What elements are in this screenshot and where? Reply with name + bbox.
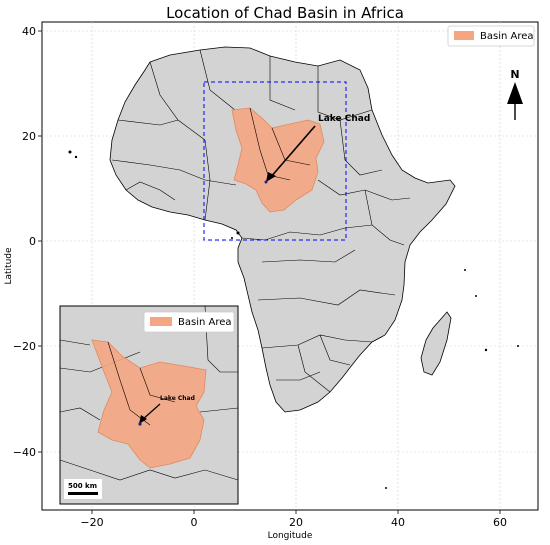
north-arrow-icon	[507, 82, 523, 104]
scale-bar	[68, 492, 98, 495]
inset-lake-chad-label: Lake Chad	[160, 395, 195, 402]
y-tick-label: 0	[29, 235, 36, 248]
x-tick-label: 20	[289, 516, 303, 529]
tick-marks	[38, 30, 501, 514]
y-axis-label: Latitude	[4, 247, 14, 285]
country-borders	[111, 49, 411, 393]
x-axis-label: Longitude	[268, 531, 313, 541]
inset-extent-box	[203, 81, 347, 241]
chad-basin-area	[231, 107, 325, 213]
inset-legend-label: Basin Area	[178, 317, 232, 328]
map-title: Location of Chad Basin in Africa	[166, 4, 404, 22]
y-tick-label: 20	[22, 130, 36, 143]
y-tick-label: 40	[22, 25, 36, 38]
north-label: N	[510, 68, 519, 81]
y-tick-label: −20	[13, 340, 36, 353]
lake-chad-arrow	[269, 125, 316, 179]
y-tick-label: −40	[13, 446, 36, 459]
inset-map: Lake Chad Basin Area 500 km	[59, 305, 239, 505]
x-tick-label: −20	[80, 516, 103, 529]
lake-chad-arrowhead	[266, 172, 276, 182]
x-tick-label: 40	[391, 516, 405, 529]
main-legend: Basin Area	[447, 25, 535, 47]
x-tick-label: 60	[493, 516, 507, 529]
legend-label: Basin Area	[480, 31, 534, 42]
lake-chad-label: Lake Chad	[318, 114, 370, 124]
africa-landmass	[68, 46, 519, 489]
scale-bar-label: 500 km	[68, 482, 97, 490]
lake-chad-marker	[264, 180, 268, 184]
x-tick-label: 0	[191, 516, 198, 529]
